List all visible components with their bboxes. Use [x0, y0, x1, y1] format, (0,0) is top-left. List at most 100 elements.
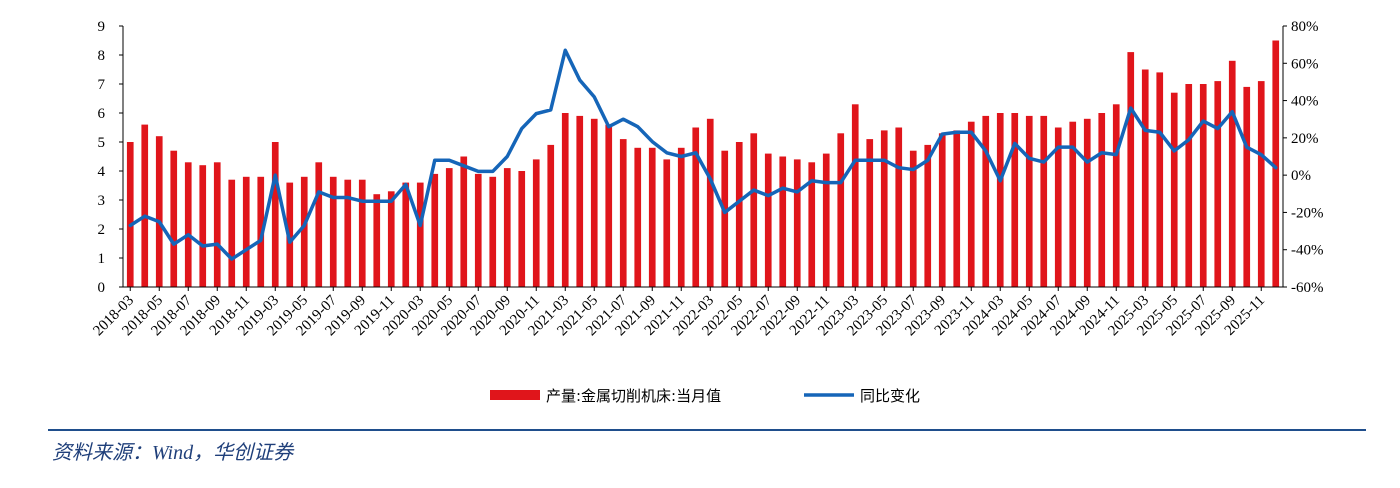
bar — [489, 176, 497, 287]
y-tick-label-right: -40% — [1291, 243, 1324, 259]
line-series — [128, 48, 1278, 261]
legend-label-line: 同比变化 — [860, 387, 920, 405]
bar — [677, 147, 685, 287]
bar — [967, 121, 975, 287]
bar — [344, 179, 352, 287]
bar — [837, 133, 845, 287]
y-tick-label-left: 5 — [98, 135, 106, 151]
bar — [1141, 69, 1149, 287]
bar-series — [126, 40, 1280, 288]
bar — [126, 142, 134, 287]
bar — [1170, 92, 1178, 287]
y-tick-label-right: 20% — [1291, 131, 1319, 147]
legend-label-bar: 产量:金属切削机床:当月值 — [546, 387, 721, 405]
bar — [532, 159, 540, 287]
bar — [648, 147, 656, 287]
bar — [561, 113, 569, 287]
bar — [228, 179, 236, 287]
bar — [1112, 104, 1120, 287]
y-tick-label-left: 3 — [98, 193, 106, 209]
bar — [1272, 40, 1280, 287]
bar — [1199, 84, 1207, 287]
bar — [213, 162, 221, 287]
bar — [822, 153, 830, 287]
bar — [793, 159, 801, 287]
y-tick-label-left: 7 — [98, 77, 106, 93]
bar — [1156, 72, 1164, 288]
y-tick-label-left: 0 — [98, 280, 106, 296]
bar — [576, 115, 584, 288]
bar — [590, 118, 598, 287]
y-tick-label-left: 6 — [98, 106, 106, 122]
y-tick-label-right: -60% — [1291, 280, 1324, 296]
y-tick-label-left: 2 — [98, 222, 106, 238]
bar — [1214, 81, 1222, 287]
bar — [851, 104, 859, 287]
bar — [605, 124, 613, 287]
bar — [663, 159, 671, 287]
y-tick-label-right: -20% — [1291, 205, 1324, 221]
y-tick-label-right: 60% — [1291, 56, 1319, 72]
bar — [634, 147, 642, 287]
y-tick-label-right: 0% — [1291, 168, 1311, 184]
bar — [416, 182, 424, 287]
bar — [880, 130, 888, 287]
bar — [953, 130, 961, 287]
bar — [750, 133, 758, 287]
bar — [982, 115, 990, 288]
bar — [141, 124, 149, 287]
bar — [779, 156, 787, 287]
bar — [1257, 81, 1265, 287]
bar — [257, 176, 265, 287]
bar — [503, 168, 511, 287]
y-tick-label-left: 8 — [98, 48, 106, 64]
bar — [924, 144, 932, 287]
y-tick-label-right: 40% — [1291, 94, 1319, 110]
bar — [474, 173, 482, 287]
bar — [1069, 121, 1077, 287]
bar — [518, 171, 526, 287]
bar — [764, 153, 772, 287]
bar — [184, 162, 192, 287]
bar — [1098, 113, 1106, 287]
bar — [1040, 115, 1048, 288]
bar — [460, 156, 468, 287]
bar — [402, 182, 410, 287]
bar — [735, 142, 743, 287]
bar — [1243, 86, 1251, 288]
bar — [996, 113, 1004, 287]
bar — [1083, 118, 1091, 287]
bar — [387, 191, 395, 287]
bar — [938, 133, 946, 287]
bar — [329, 176, 337, 287]
bar — [1054, 127, 1062, 287]
bar — [373, 194, 381, 287]
bar — [170, 150, 178, 287]
bar — [358, 179, 366, 287]
y-tick-label-left: 9 — [98, 19, 106, 35]
bar — [445, 168, 453, 287]
bar — [431, 173, 439, 287]
bar — [692, 127, 700, 287]
bar — [1228, 60, 1236, 287]
bar — [1127, 52, 1135, 287]
y-tick-label-left: 4 — [98, 164, 106, 180]
bar — [271, 142, 279, 287]
bar — [1185, 84, 1193, 287]
bar — [1011, 113, 1019, 287]
yoy-line — [128, 48, 1278, 261]
bar — [808, 162, 816, 287]
bar — [1025, 115, 1033, 288]
bar — [909, 150, 917, 287]
y-tick-label-right: 80% — [1291, 19, 1319, 35]
bar — [155, 136, 163, 287]
bar — [242, 176, 250, 287]
bar — [547, 144, 555, 287]
y-tick-label-left: 1 — [98, 251, 106, 267]
footer-divider — [48, 429, 1366, 431]
bar — [706, 118, 714, 287]
bar — [866, 139, 874, 287]
bar — [895, 127, 903, 287]
source-note: 资料来源：Wind，华创证券 — [52, 442, 294, 464]
